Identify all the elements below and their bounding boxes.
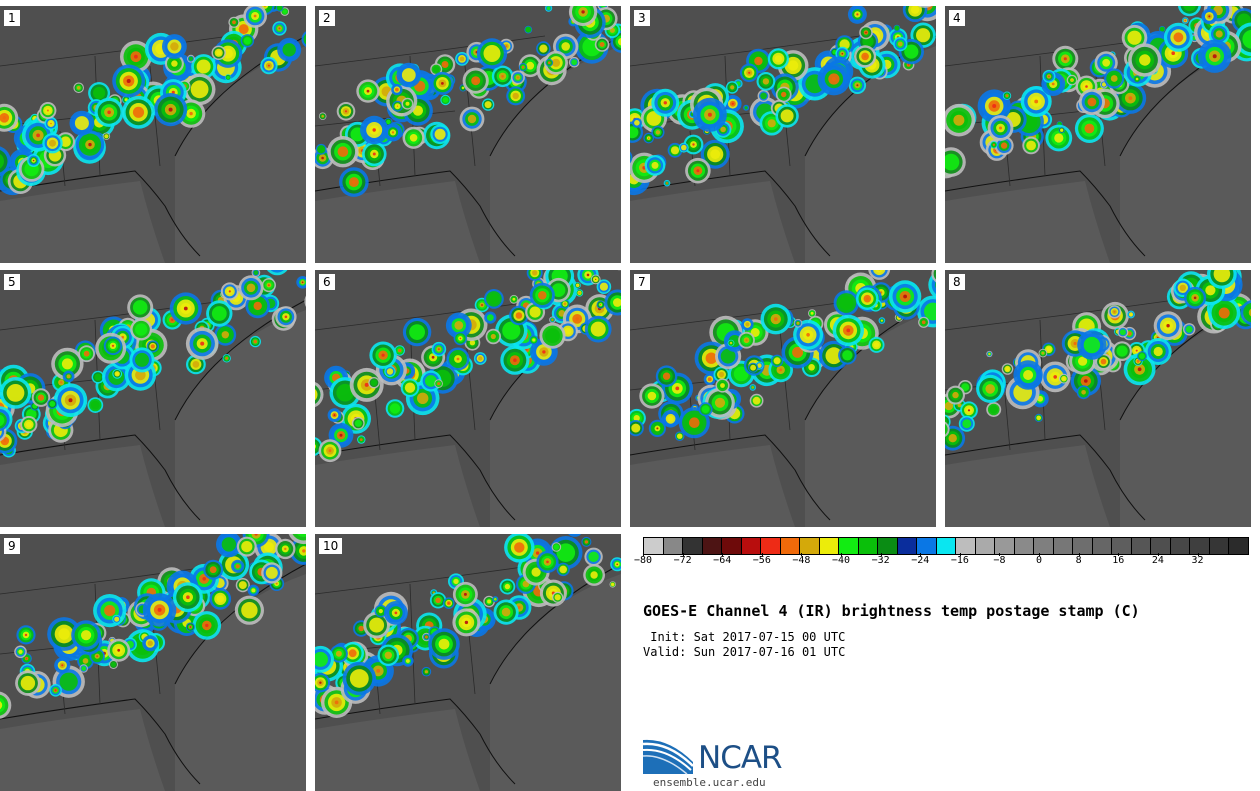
valid-time: Valid: Sun 2017-07-16 01 UTC [643,645,846,659]
colorbar-swatch [1190,538,1210,554]
colorbar-tick-label: −64 [713,553,732,566]
ncar-swoosh-icon [643,739,694,775]
ir-imagery [0,6,306,263]
colorbar-swatch [800,538,820,554]
colorbar-tick-label: −32 [871,553,890,566]
colorbar-swatch [1073,538,1093,554]
colorbar-swatch [780,538,801,554]
ensemble-member-panel: 2 [315,6,621,263]
member-label: 3 [634,10,650,26]
colorbar-swatch [1131,538,1152,554]
colorbar-tick-label: −24 [911,553,930,566]
colorbar-swatch [1092,538,1113,554]
colorbar-swatch [858,538,879,554]
colorbar-swatch [1053,538,1074,554]
colorbar-tick-label: 24 [1151,553,1164,566]
colorbar-swatch [897,538,918,554]
colorbar-ticks: −80 −72 −64 −56 −48 −40 −32 −24 −16 −8 0 8 16 24 32 [634,553,1249,577]
colorbar-tick-label: −72 [673,553,692,566]
colorbar-tick-label: −40 [832,553,851,566]
colorbar-swatch [683,538,703,554]
colorbar-tick-label: 0 [1036,553,1043,566]
colorbar-swatch [722,538,742,554]
colorbar-tick-label: −80 [633,553,653,566]
init-time: Init: Sat 2017-07-15 00 UTC [643,630,846,644]
colorbar-swatch [956,538,976,554]
member-label: 1 [4,10,20,26]
member-label: 8 [949,274,965,290]
ensemble-member-panel: 10 [315,534,621,791]
colorbar: −80 −72 −64 −56 −48 −40 −32 −24 −16 −8 0 8 16 24 32 [634,537,1249,577]
logo-url: ensemble.ucar.edu [653,776,766,789]
ensemble-member-panel: 3 [630,6,936,263]
ensemble-member-panel: 4 [945,6,1251,263]
colorbar-swatch [663,538,684,554]
colorbar-swatch [1014,538,1035,554]
colorbar-swatch [1034,538,1054,554]
colorbar-tick-label: 16 [1112,553,1125,566]
member-label: 6 [319,274,335,290]
ir-imagery [315,534,621,791]
member-label: 10 [319,538,343,554]
colorbar-swatch [761,538,781,554]
ensemble-member-panel: 6 [315,270,621,527]
colorbar-tick-label: −48 [792,553,811,566]
ir-imagery [315,6,621,263]
ir-imagery [630,270,936,527]
colorbar-swatches [643,537,1249,555]
colorbar-swatch [1170,538,1191,554]
ir-imagery [945,270,1251,527]
ensemble-member-panel: 9 [0,534,306,791]
colorbar-swatch [1151,538,1171,554]
colorbar-swatch [1112,538,1132,554]
ensemble-member-panel: 1 [0,6,306,263]
colorbar-swatch [839,538,859,554]
ir-imagery [630,6,936,263]
colorbar-tick-label: 8 [1075,553,1082,566]
ncar-logo: NCAR ensemble.ucar.edu [643,736,803,791]
colorbar-swatch [819,538,840,554]
ir-imagery [0,534,306,791]
ensemble-member-panel: 7 [630,270,936,527]
member-label: 9 [4,538,20,554]
colorbar-swatch [1209,538,1230,554]
colorbar-swatch [1229,538,1248,554]
colorbar-swatch [936,538,957,554]
colorbar-swatch [917,538,937,554]
colorbar-swatch [878,538,898,554]
colorbar-swatch [995,538,1015,554]
logo-text: NCAR [698,740,783,776]
colorbar-tick-label: −16 [950,553,969,566]
colorbar-tick-label: −56 [752,553,771,566]
member-label: 2 [319,10,335,26]
member-label: 5 [4,274,20,290]
ir-imagery [945,6,1251,263]
ir-imagery [0,270,306,527]
plot-title: GOES-E Channel 4 (IR) brightness temp po… [643,602,1140,620]
colorbar-swatch [644,538,664,554]
colorbar-swatch [702,538,723,554]
member-label: 4 [949,10,965,26]
ensemble-member-panel: 5 [0,270,306,527]
ensemble-member-panel: 8 [945,270,1251,527]
colorbar-swatch [741,538,762,554]
ir-imagery [315,270,621,527]
member-label: 7 [634,274,650,290]
colorbar-tick-label: 32 [1191,553,1204,566]
colorbar-swatch [975,538,996,554]
colorbar-tick-label: −8 [993,553,1006,566]
